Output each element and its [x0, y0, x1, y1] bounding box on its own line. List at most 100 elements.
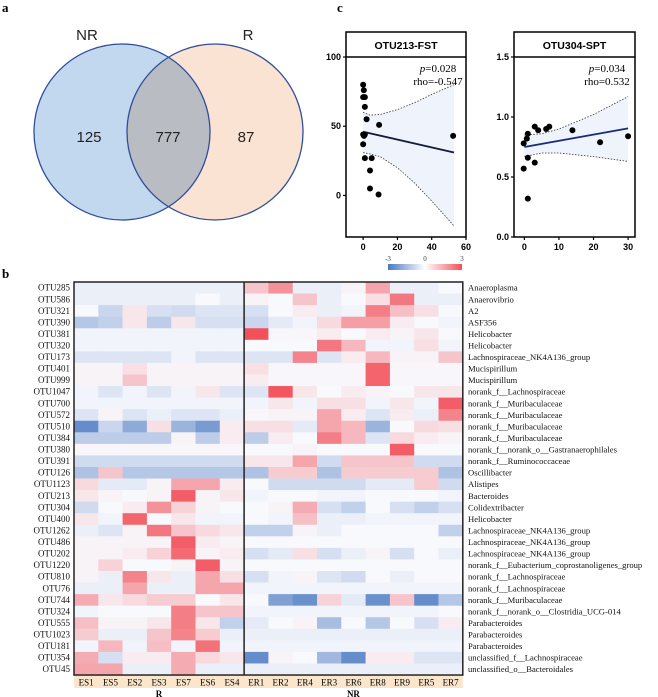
heatmap-cell: [74, 663, 99, 676]
row-label-otu: OTU384: [38, 433, 70, 443]
heatmap-cell: [414, 640, 439, 653]
row-label-otu: OTU810: [38, 572, 70, 582]
heatmap-cell: [195, 397, 221, 410]
heatmap-cell: [268, 351, 293, 364]
heatmap-cell: [438, 524, 464, 537]
heatmap-cell: [74, 362, 99, 375]
heatmap-cell: [244, 617, 269, 630]
heatmap-cell: [365, 282, 391, 294]
heatmap-cell: [219, 455, 245, 468]
heatmap-cell: [122, 536, 148, 549]
heatmap-cell: [317, 663, 342, 676]
heatmap-cell: [98, 397, 123, 410]
heatmap-cell: [219, 374, 245, 387]
heatmap-cell: [414, 374, 439, 387]
heatmap-cell: [195, 617, 221, 630]
heatmap-cell: [171, 339, 196, 352]
heatmap-cell: [438, 605, 464, 618]
heatmap-cell: [74, 605, 99, 618]
heatmap-cell: [195, 328, 221, 341]
x-tick-label: 30: [623, 242, 633, 252]
heatmap-cell: [341, 628, 366, 641]
heatmap-cell: [146, 443, 172, 456]
row-label-taxon: norank_f__Eubacterium_coprostanoligenes_…: [468, 560, 642, 570]
heatmap-cell: [122, 293, 148, 306]
heatmap-cell: [268, 443, 293, 456]
heatmap-cell: [98, 386, 123, 398]
heatmap-cell: [219, 524, 245, 537]
heatmap-cell: [317, 316, 342, 329]
y-tick-label: 1.5: [496, 52, 509, 62]
p-label: p: [419, 63, 426, 75]
heatmap-cell: [195, 640, 221, 653]
heatmap-cell: [317, 594, 342, 606]
ci-upper-line: [362, 84, 455, 116]
heatmap-cell: [268, 663, 293, 676]
row-label-otu: OTU181: [38, 641, 70, 651]
heatmap-cell: [268, 339, 293, 352]
heatmap-cell: [195, 455, 221, 468]
data-point: [375, 191, 382, 198]
heatmap-cell: [389, 420, 415, 433]
row-label-otu: OTU555: [38, 618, 70, 628]
heatmap-cell: [365, 316, 391, 329]
venn-set-label-nr: NR: [76, 27, 98, 44]
data-point: [625, 133, 632, 140]
heatmap-cell: [365, 513, 391, 526]
heatmap-cell: [341, 524, 366, 537]
data-point: [520, 165, 527, 172]
heatmap-cell: [365, 478, 391, 491]
heatmap-cell: [244, 455, 269, 468]
heatmap-cell: [98, 617, 123, 630]
heatmap-cell: [146, 409, 172, 422]
column-label: ES5: [103, 678, 119, 688]
heatmap-cell: [389, 617, 415, 630]
row-label-otu: OTU1123: [34, 479, 71, 489]
heatmap-cell: [389, 524, 415, 537]
heatmap-cell: [244, 293, 269, 306]
column-label-band: [74, 676, 463, 689]
heatmap-cell: [219, 547, 245, 560]
row-label-otu: OTU400: [38, 514, 70, 524]
heatmap-cell: [219, 478, 245, 491]
heatmap-cell: [219, 651, 245, 664]
heatmap-cell: [219, 513, 245, 526]
heatmap-cell: [365, 524, 391, 537]
row-label-taxon: unclassified_o__Bacteroidales: [468, 664, 574, 674]
heatmap-cell: [98, 409, 123, 422]
heatmap-cell: [244, 640, 269, 653]
heatmap-cell: [268, 605, 293, 618]
x-tick-label: 10: [554, 242, 564, 252]
heatmap-cell: [365, 547, 391, 560]
heatmap-cell: [195, 282, 221, 294]
heatmap-cell: [438, 316, 464, 329]
heatmap-cell: [244, 594, 269, 606]
heatmap-cell: [414, 386, 439, 398]
row-label-taxon: Helicobacter: [468, 514, 512, 524]
heatmap-cell: [438, 351, 464, 364]
heatmap-cell: [122, 605, 148, 618]
heatmap-cell: [317, 651, 342, 664]
heatmap-cell: [146, 594, 172, 606]
heatmap-cell: [341, 397, 366, 410]
heatmap-cell: [414, 478, 439, 491]
heatmap-cell: [389, 282, 415, 294]
heatmap-cell: [414, 455, 439, 468]
data-point: [361, 132, 367, 139]
data-point: [520, 140, 527, 147]
heatmap-cell: [341, 305, 366, 317]
heatmap-cell: [171, 490, 196, 502]
heatmap-cell: [146, 386, 172, 398]
ci-lower-line: [524, 152, 629, 162]
heatmap-cell: [317, 443, 342, 456]
heatmap-cell: [389, 328, 415, 341]
heatmap-cell: [341, 547, 366, 560]
row-label-otu: OTU401: [38, 364, 70, 374]
row-label-otu: OTU126: [38, 468, 70, 478]
heatmap-cell: [219, 443, 245, 456]
row-label-taxon: norank_f__Muribaculaceae: [468, 595, 563, 605]
heatmap-cell: [341, 582, 366, 595]
heatmap-cell: [146, 420, 172, 433]
heatmap-cell: [98, 536, 123, 549]
heatmap-cell: [414, 571, 439, 583]
